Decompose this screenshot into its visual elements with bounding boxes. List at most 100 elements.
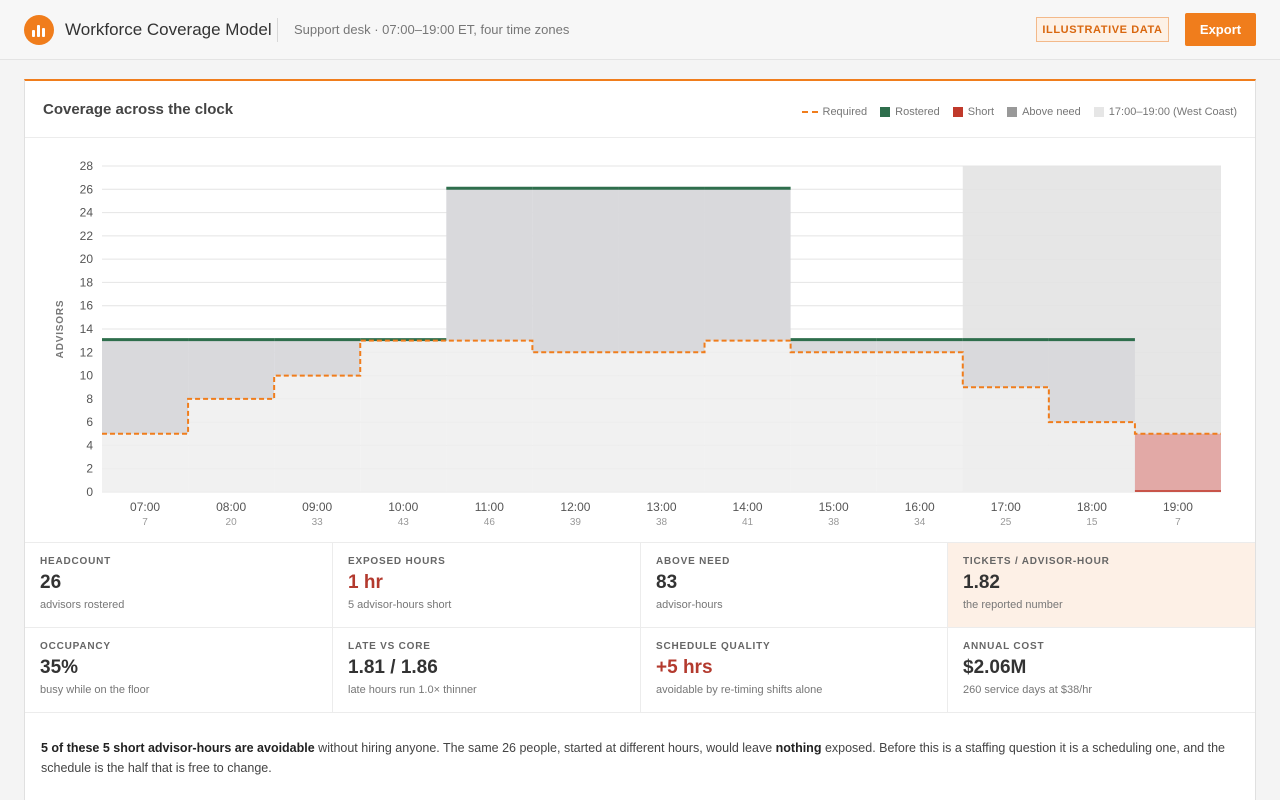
stats-grid: HEADCOUNT 26 advisors rostered EXPOSED H… <box>25 542 1255 713</box>
y-tick-label: 4 <box>86 438 93 452</box>
x-tick-label: 12:00 <box>560 500 590 514</box>
stat-occupancy: OCCUPANCY 35% busy while on the floor <box>25 628 333 713</box>
legend-required: Required <box>801 106 868 118</box>
summary-text: 5 of these 5 short advisor-hours are avo… <box>41 738 1241 778</box>
covered-block <box>962 387 1049 492</box>
stat-note: advisors rostered <box>40 599 125 611</box>
above-need-block <box>790 340 877 353</box>
export-button[interactable]: Export <box>1185 13 1256 46</box>
stat-value: 1 hr <box>348 572 383 593</box>
summary-text-2: exposed. Before this is a staffing quest… <box>41 741 1225 775</box>
ticket-count-label: 20 <box>226 517 238 528</box>
chart-legend: Required Rostered Short Above need 17:00… <box>789 106 1237 118</box>
y-tick-label: 20 <box>80 252 94 266</box>
above-need-block <box>618 189 705 353</box>
short-block <box>1134 433 1221 492</box>
legend-above-need-label: Above need <box>1022 106 1081 118</box>
y-tick-label: 8 <box>86 392 93 406</box>
y-tick-label: 28 <box>80 159 94 173</box>
above-need-block <box>446 189 533 341</box>
x-tick-label: 09:00 <box>302 500 332 514</box>
above-need-block <box>274 340 361 376</box>
x-tick-label: 15:00 <box>819 500 849 514</box>
y-tick-label: 24 <box>80 206 94 220</box>
stat-label: OCCUPANCY <box>40 641 111 652</box>
legend-above-need: Above need <box>1007 106 1081 118</box>
y-tick-label: 18 <box>80 275 94 289</box>
legend-required-label: Required <box>822 106 868 118</box>
stat-annual-cost: ANNUAL COST $2.06M 260 service days at $… <box>948 628 1255 713</box>
ticket-count-label: 7 <box>142 517 148 528</box>
chart-title: Coverage across the clock <box>43 101 234 118</box>
above-need-block <box>1048 340 1135 423</box>
covered-block <box>532 352 619 492</box>
x-tick-label: 16:00 <box>905 500 935 514</box>
ticket-count-label: 41 <box>742 517 754 528</box>
stat-tickets-per-advisor-hour: TICKETS / ADVISOR-HOUR 1.82 the reported… <box>948 543 1255 628</box>
summary-bold-lead: 5 of these 5 short advisor-hours are avo… <box>41 741 315 755</box>
ticket-count-label: 25 <box>1000 517 1012 528</box>
stat-label: ANNUAL COST <box>963 641 1045 652</box>
x-tick-label: 07:00 <box>130 500 160 514</box>
ticket-count-label: 15 <box>1086 517 1098 528</box>
stat-note: the reported number <box>963 599 1063 611</box>
coverage-panel: Coverage across the clock Required Roste… <box>24 79 1256 800</box>
y-tick-label: 10 <box>80 369 94 383</box>
covered-block <box>274 375 361 492</box>
y-tick-label: 22 <box>80 229 94 243</box>
ticket-count-label: 39 <box>570 517 582 528</box>
x-tick-label: 18:00 <box>1077 500 1107 514</box>
app-title: Workforce Coverage Model <box>65 20 272 39</box>
covered-block <box>618 352 705 492</box>
ticket-count-label: 38 <box>656 517 668 528</box>
covered-block <box>1048 422 1135 492</box>
panel-header: Coverage across the clock Required Roste… <box>25 81 1255 138</box>
x-tick-label: 08:00 <box>216 500 246 514</box>
top-bar: Workforce Coverage Model Support desk · … <box>0 0 1280 60</box>
x-tick-label: 19:00 <box>1163 500 1193 514</box>
x-tick-label: 10:00 <box>388 500 418 514</box>
above-need-block <box>962 340 1049 388</box>
ticket-count-label: 38 <box>828 517 840 528</box>
y-tick-label: 12 <box>80 345 94 359</box>
covered-block <box>876 352 963 492</box>
stat-value: 26 <box>40 572 62 593</box>
stat-value: 35% <box>40 657 79 678</box>
x-tick-label: 17:00 <box>991 500 1021 514</box>
swatch-icon <box>1007 107 1018 117</box>
coverage-chart: 0246810121416182022242628ADVISORS07:0070… <box>55 159 1221 528</box>
x-tick-label: 14:00 <box>733 500 763 514</box>
y-tick-label: 16 <box>80 299 94 313</box>
covered-block <box>360 340 447 492</box>
y-tick-label: 2 <box>86 462 93 476</box>
x-tick-label: 11:00 <box>475 500 504 514</box>
covered-block <box>704 340 791 492</box>
stat-label: ABOVE NEED <box>656 556 731 567</box>
stat-note: advisor-hours <box>656 599 723 611</box>
required-line <box>102 339 1221 435</box>
legend-short: Short <box>952 106 995 118</box>
y-tick-label: 14 <box>80 322 94 336</box>
above-need-block <box>704 189 791 341</box>
stat-headcount: HEADCOUNT 26 advisors rostered <box>25 543 333 628</box>
summary-text-1: without hiring anyone. The same 26 peopl… <box>314 741 776 755</box>
stat-value: 1.81 / 1.86 <box>348 657 438 678</box>
stat-note: late hours run 1.0× thinner <box>348 684 477 696</box>
legend-west-coast: 17:00–19:00 (West Coast) <box>1093 106 1237 118</box>
stat-exposed-hours: EXPOSED HOURS 1 hr 5 advisor-hours short <box>333 543 641 628</box>
stat-label: HEADCOUNT <box>40 556 112 567</box>
legend-short-label: Short <box>967 106 995 118</box>
bar-chart-logo-icon <box>24 15 54 45</box>
covered-block <box>446 340 533 492</box>
summary-bold-nothing: nothing <box>775 741 822 755</box>
above-need-block <box>188 340 275 399</box>
stat-note: 260 service days at $38/hr <box>963 684 1093 696</box>
ticket-count-label: 46 <box>484 517 496 528</box>
app-subtitle: Support desk · 07:00–19:00 ET, four time… <box>294 22 570 37</box>
legend-rostered: Rostered <box>880 106 940 118</box>
ticket-count-label: 7 <box>1175 517 1181 528</box>
stat-note: busy while on the floor <box>40 684 150 696</box>
illustrative-data-badge: ILLUSTRATIVE DATA <box>1036 17 1169 42</box>
stat-label: TICKETS / ADVISOR-HOUR <box>963 556 1110 567</box>
stat-label: LATE VS CORE <box>348 641 431 652</box>
